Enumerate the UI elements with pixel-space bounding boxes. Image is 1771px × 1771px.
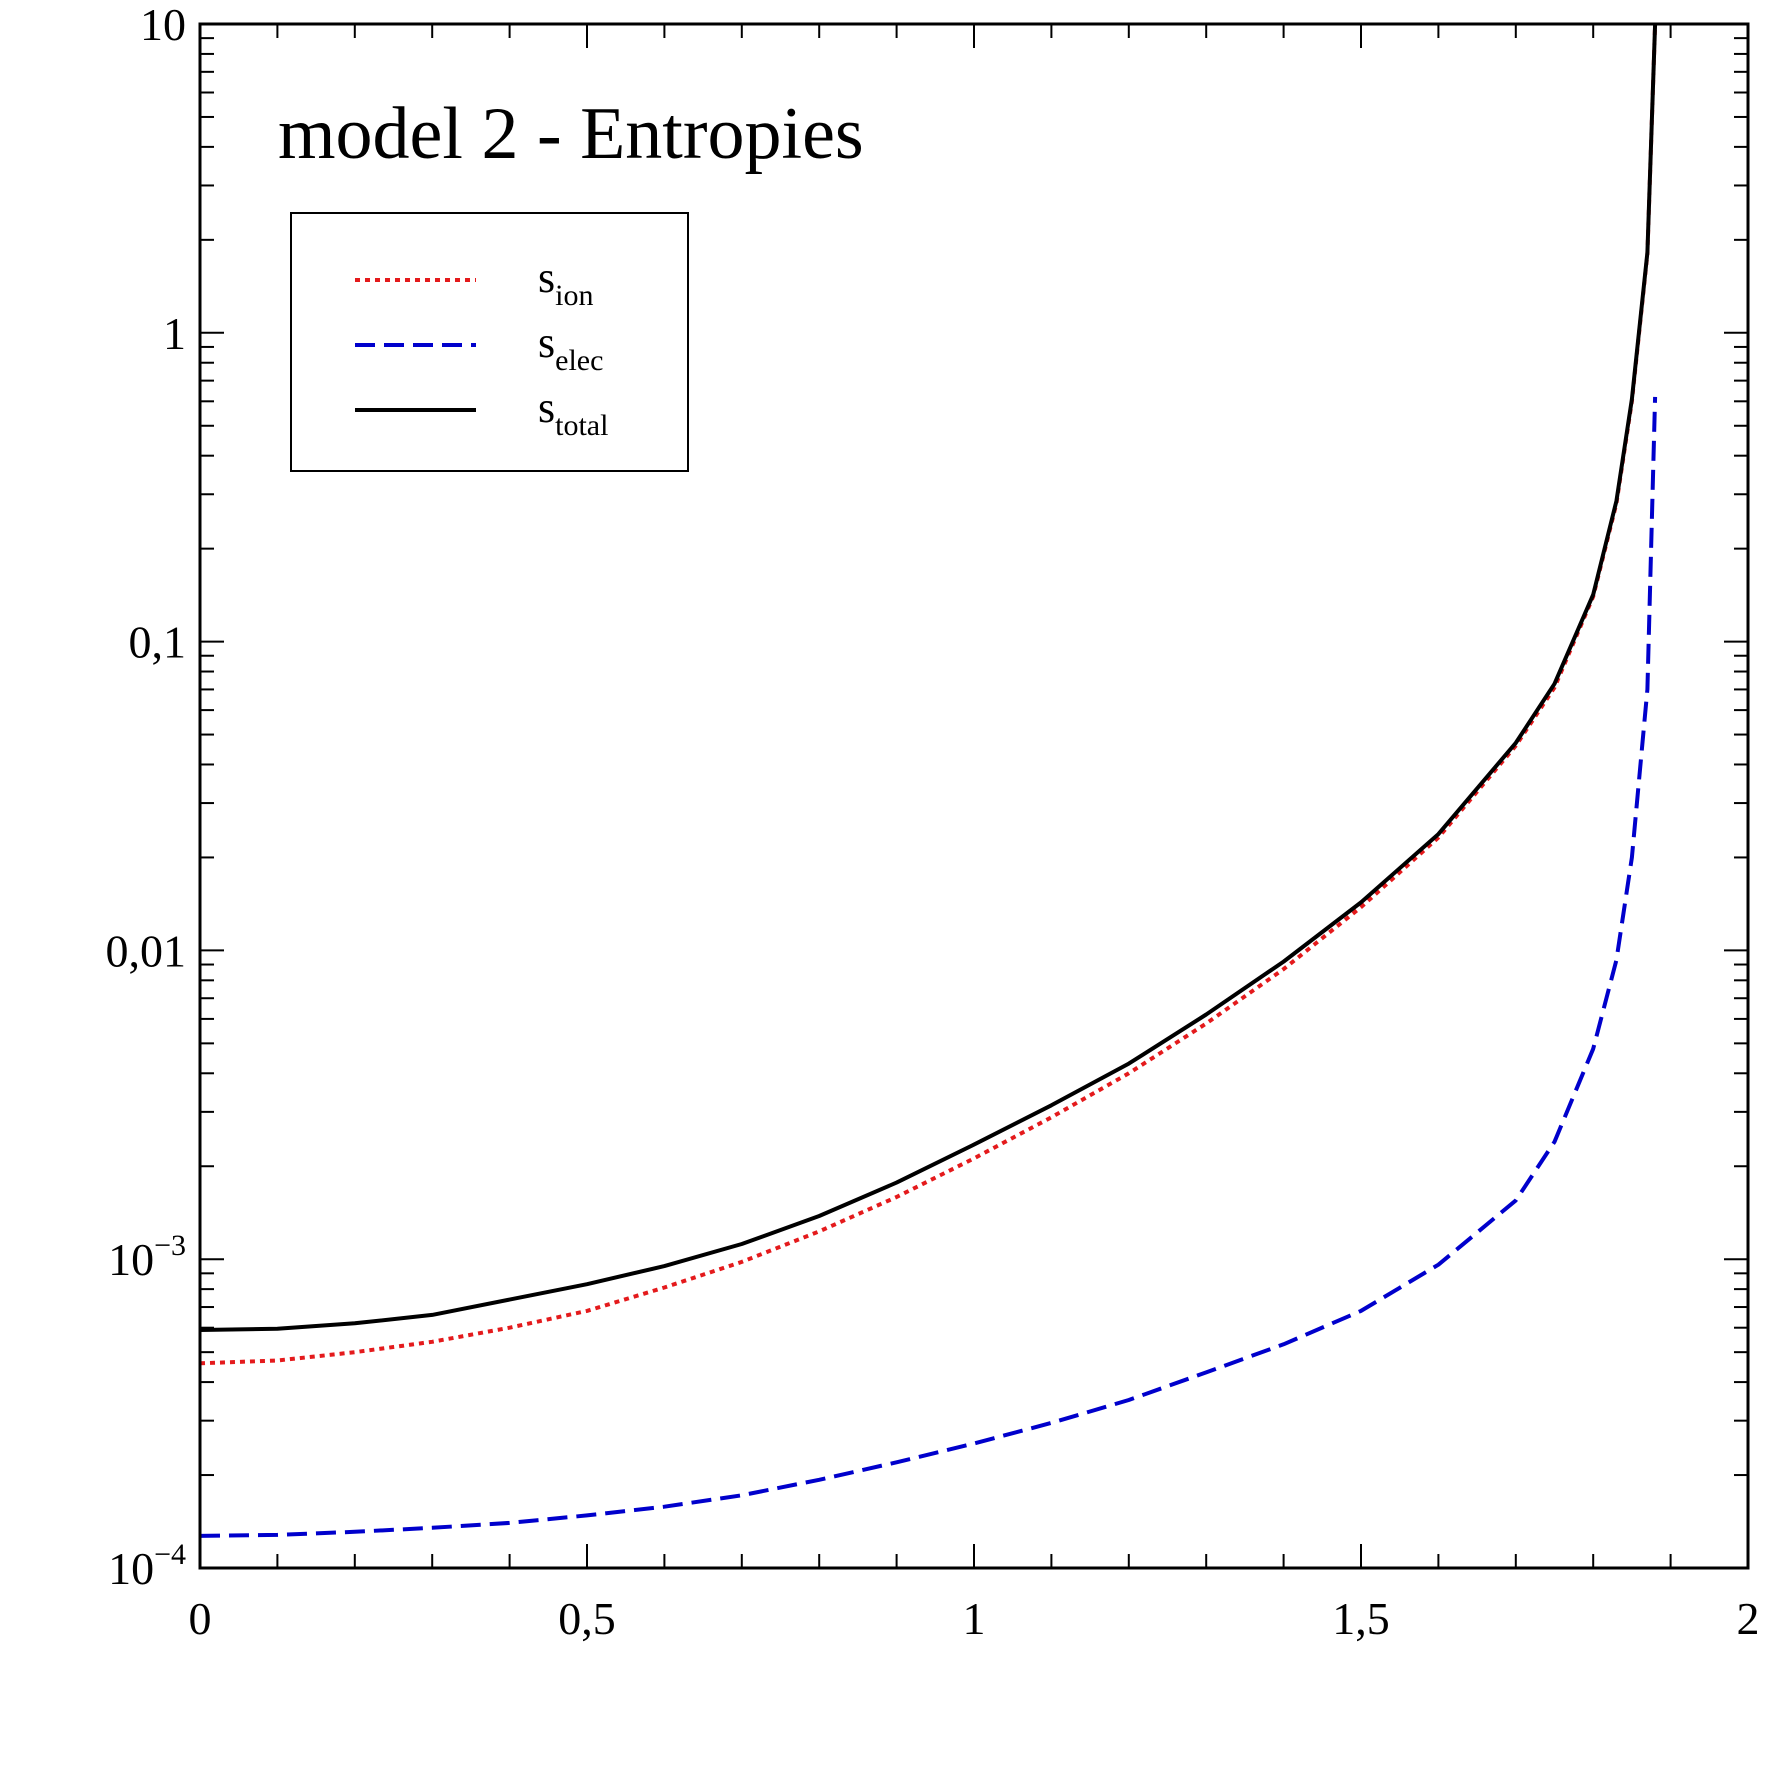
y-tick-label: 1 [163, 308, 186, 359]
x-tick-label: 0 [189, 1593, 212, 1644]
y-tick-label: 0,1 [129, 617, 187, 668]
y-tick-label: 10 [140, 0, 186, 50]
x-tick-label: 1,5 [1332, 1593, 1390, 1644]
y-tick-label: 10−4 [108, 1538, 186, 1594]
series-line-elec [199, 396, 1658, 1538]
x-tick-label: 1 [963, 1593, 986, 1644]
labels-layer: 0 0,5 1 1,5 2 10 1 0,1 0,01 10−3 10−4 [106, 0, 1760, 1644]
y-tick-label: 10−3 [108, 1229, 186, 1285]
series-line-total [199, 23, 1658, 1332]
plot-frame [198, 22, 1750, 1570]
ticks-layer [199, 24, 1749, 1569]
series-line-ion [199, 23, 1658, 1366]
legend: sion selec stotal [290, 212, 689, 472]
legend-label: stotal [538, 383, 608, 442]
legend-box [290, 212, 689, 472]
series-layer [199, 23, 1658, 1538]
x-tick-label: 0,5 [558, 1593, 616, 1644]
legend-label: sion [538, 253, 593, 312]
x-tick-label: 2 [1737, 1593, 1760, 1644]
y-tick-label: 0,01 [106, 925, 187, 976]
chart-title: model 2 - Entropies [278, 93, 864, 175]
legend-label: selec [538, 318, 603, 377]
